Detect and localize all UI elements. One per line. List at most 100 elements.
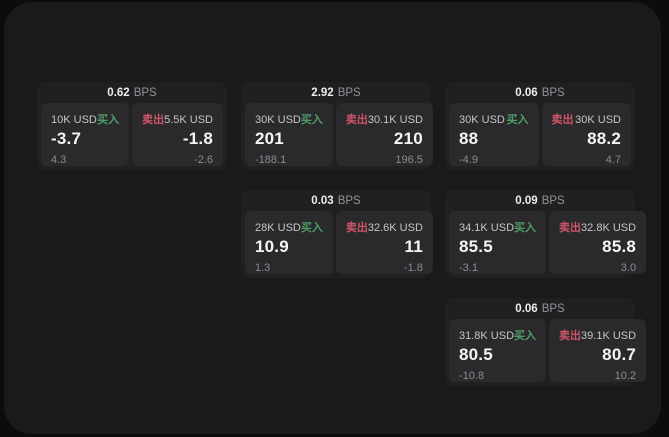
sell-quote-top: 卖出 32.8K USD [559, 219, 636, 235]
spread-value: 0.06 [515, 86, 538, 99]
sell-quote-top: 卖出 39.1K USD [559, 327, 636, 343]
buy-side-label: 买入 [97, 114, 120, 126]
spread-unit-label: BPS [133, 86, 157, 99]
quote-card: 0.06 BPS 31.8K USD 买入 80.5 -10.8 卖 [445, 298, 647, 386]
quote-body: 30K USD 买入 201 -188.1 卖出 30.1K USD 210 1… [245, 103, 433, 166]
sell-size: 30.1K USD [367, 114, 423, 126]
sell-price: 80.7 [602, 345, 637, 364]
buy-sub-value: -3.1 [459, 262, 478, 274]
sell-side-label: 卖出 [345, 114, 368, 126]
buy-quote-tile[interactable]: 34.1K USD 买入 85.5 -3.1 [449, 211, 547, 274]
spread-unit-label: BPS [337, 194, 361, 207]
buy-quote-tile[interactable]: 28K USD 买入 10.9 1.3 [245, 211, 333, 274]
buy-quote-top: 28K USD 买入 [255, 219, 323, 235]
buy-side-label: 买入 [514, 330, 537, 342]
buy-size: 31.8K USD [459, 330, 515, 342]
spread-value: 0.09 [515, 194, 538, 207]
sell-quote-top: 卖出 30.1K USD [346, 111, 423, 127]
spread-unit-label: BPS [541, 194, 565, 207]
buy-size: 28K USD [255, 222, 301, 234]
spread-value: 0.62 [107, 86, 130, 99]
buy-size: 34.1K USD [459, 222, 515, 234]
spread-unit-label: BPS [337, 86, 361, 99]
buy-side-label: 买入 [506, 114, 529, 126]
spread-header: 0.62 BPS [41, 82, 223, 103]
sell-sub-value: 196.5 [395, 154, 423, 166]
sell-sub-value: -2.6 [194, 154, 213, 166]
buy-price: -3.7 [51, 129, 82, 148]
sell-sub-value: 3.0 [620, 262, 637, 274]
quote-card: 0.06 BPS 30K USD 买入 88 -4.9 卖出 [445, 82, 635, 170]
spread-header: 0.09 BPS [449, 190, 631, 211]
buy-price: 88 [459, 129, 479, 148]
buy-quote-tile[interactable]: 30K USD 买入 201 -188.1 [245, 103, 333, 166]
buy-price: 10.9 [255, 237, 289, 256]
buy-quote-top: 30K USD 买入 [255, 111, 323, 127]
quotes-panel: 0.62 BPS 10K USD 买入 -3.7 4.3 卖出 [4, 2, 661, 434]
quote-body: 34.1K USD 买入 85.5 -3.1 卖出 32.8K USD 85.8… [449, 211, 647, 274]
spread-header: 0.03 BPS [245, 190, 427, 211]
quote-body: 28K USD 买入 10.9 1.3 卖出 32.6K USD 11 -1.8 [245, 211, 433, 274]
sell-quote-top: 卖出 30K USD [552, 111, 622, 127]
buy-price: 85.5 [459, 237, 493, 256]
sell-quote-tile[interactable]: 卖出 30.1K USD 210 196.5 [335, 103, 433, 166]
sell-quote-top: 卖出 32.6K USD [346, 219, 423, 235]
sell-size: 32.8K USD [581, 222, 637, 234]
sell-side-label: 卖出 [345, 222, 368, 234]
sell-quote-tile[interactable]: 卖出 32.6K USD 11 -1.8 [335, 211, 433, 274]
buy-quote-top: 34.1K USD 买入 [459, 219, 536, 235]
spread-value: 2.92 [311, 86, 334, 99]
sell-price: 88.2 [587, 129, 621, 148]
sell-size: 30K USD [575, 114, 621, 126]
buy-quote-top: 30K USD 买入 [459, 111, 529, 127]
sell-price: 11 [404, 237, 423, 256]
sell-side-label: 卖出 [559, 222, 582, 234]
sell-size: 5.5K USD [164, 114, 213, 126]
quote-card: 0.03 BPS 28K USD 买入 10.9 1.3 卖出 [241, 190, 433, 278]
spread-unit-label: BPS [541, 302, 565, 315]
sell-side-label: 卖出 [559, 330, 582, 342]
buy-sub-value: -10.8 [459, 370, 485, 382]
spread-unit-label: BPS [541, 86, 565, 99]
sell-price: 210 [393, 129, 423, 148]
quote-body: 10K USD 买入 -3.7 4.3 卖出 5.5K USD -1.8 -2.… [41, 103, 223, 166]
buy-price: 201 [255, 129, 284, 148]
quote-body: 30K USD 买入 88 -4.9 卖出 30K USD 88.2 4.7 [449, 103, 631, 166]
spread-header: 2.92 BPS [245, 82, 427, 103]
buy-size: 10K USD [51, 114, 97, 126]
buy-sub-value: 4.3 [51, 154, 67, 166]
quote-card: 0.62 BPS 10K USD 买入 -3.7 4.3 卖出 [37, 82, 227, 170]
sell-quote-tile[interactable]: 卖出 39.1K USD 80.7 10.2 [549, 319, 647, 382]
buy-quote-tile[interactable]: 30K USD 买入 88 -4.9 [449, 103, 539, 166]
buy-price: 80.5 [459, 345, 493, 364]
spread-value: 0.03 [311, 194, 334, 207]
sell-price: 85.8 [602, 237, 637, 256]
buy-side-label: 买入 [514, 222, 537, 234]
sell-quote-tile[interactable]: 卖出 5.5K USD -1.8 -2.6 [132, 103, 223, 166]
sell-price: -1.8 [182, 129, 213, 148]
sell-size: 32.6K USD [367, 222, 423, 234]
sell-quote-tile[interactable]: 卖出 30K USD 88.2 4.7 [541, 103, 631, 166]
spread-value: 0.06 [515, 302, 538, 315]
buy-quote-tile[interactable]: 31.8K USD 买入 80.5 -10.8 [449, 319, 547, 382]
spread-header: 0.06 BPS [449, 82, 631, 103]
sell-side-label: 卖出 [551, 114, 574, 126]
sell-quote-top: 卖出 5.5K USD [142, 111, 213, 127]
spread-header: 0.06 BPS [449, 298, 631, 319]
quotes-grid: 0.62 BPS 10K USD 买入 -3.7 4.3 卖出 [37, 82, 647, 386]
buy-sub-value: -188.1 [255, 154, 287, 166]
sell-quote-tile[interactable]: 卖出 32.8K USD 85.8 3.0 [549, 211, 647, 274]
quote-card: 0.09 BPS 34.1K USD 买入 85.5 -3.1 卖出 [445, 190, 647, 278]
buy-side-label: 买入 [300, 222, 323, 234]
sell-sub-value: 4.7 [605, 154, 621, 166]
quote-body: 31.8K USD 买入 80.5 -10.8 卖出 39.1K USD 80.… [449, 319, 647, 382]
buy-size: 30K USD [459, 114, 505, 126]
buy-side-label: 买入 [300, 114, 323, 126]
sell-side-label: 卖出 [142, 114, 165, 126]
buy-size: 30K USD [255, 114, 301, 126]
sell-sub-value: -1.8 [403, 262, 423, 274]
sell-sub-value: 10.2 [614, 370, 637, 382]
buy-quote-tile[interactable]: 10K USD 买入 -3.7 4.3 [41, 103, 130, 166]
buy-quote-top: 10K USD 买入 [51, 111, 119, 127]
